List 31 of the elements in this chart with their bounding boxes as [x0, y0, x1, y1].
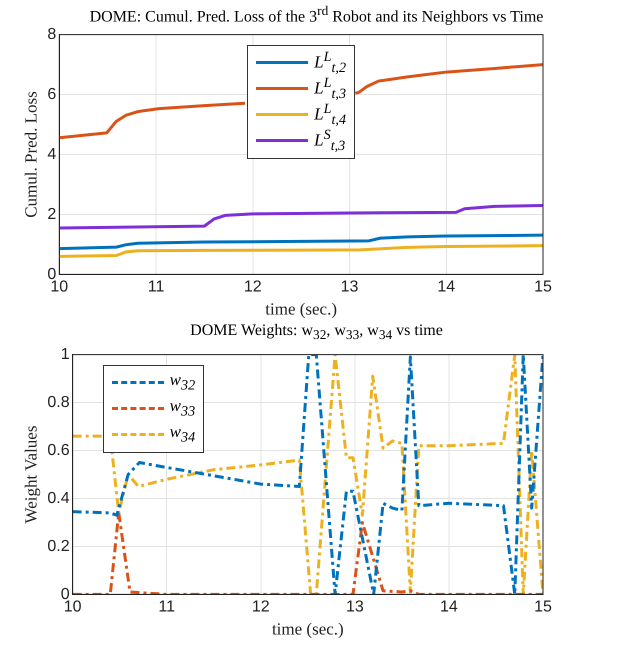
y-tick-label: 0.6: [47, 442, 70, 459]
legend-label: w$_{34}$: [170, 422, 196, 447]
x-tick-label: 12: [252, 598, 270, 616]
y-tick-label: 8: [47, 26, 56, 44]
chart-title: DOME Weights: w$_{32}$, w$_{33}$, w$_{34}$ vs time: [189, 321, 444, 342]
x-tick-label: 13: [346, 598, 364, 616]
x-tick-label: 11: [158, 598, 176, 616]
x-tick-label: 15: [534, 278, 552, 296]
y-tick-label: 1: [60, 346, 70, 364]
x-tick-label: 10: [50, 278, 68, 296]
y-tick-label: 0.8: [47, 394, 70, 411]
legend-label: w$_{33}$: [170, 396, 196, 421]
x-tick-label: 14: [437, 278, 456, 296]
legend-label: w$_{32}$: [170, 370, 196, 395]
x-tick-label: 15: [534, 598, 552, 616]
y-tick-label: 2: [47, 206, 56, 223]
x-axis-title: time (sec.): [272, 619, 344, 638]
x-tick-label: 10: [64, 598, 82, 616]
y-tick-label: 0.2: [47, 538, 70, 555]
x-tick-label: 12: [244, 278, 262, 296]
x-tick-label: 11: [148, 278, 164, 296]
line-series: [72, 354, 543, 594]
y-tick-label: 0.4: [47, 490, 70, 507]
y-axis-title: Weight Values: [22, 426, 41, 524]
x-tick-label: 13: [340, 278, 359, 296]
x-axis-title: time (sec.): [265, 299, 338, 318]
y-tick-label: 4: [47, 146, 56, 163]
x-tick-label: 14: [440, 598, 458, 616]
y-axis-title: Cumul. Pred. Loss: [22, 91, 41, 218]
y-tick-label: 6: [47, 86, 56, 103]
chart-title: DOME: Cumul. Pred. Loss of the 3$^{rd}$ Robot and its Neighbors vs Time: [88, 2, 544, 26]
